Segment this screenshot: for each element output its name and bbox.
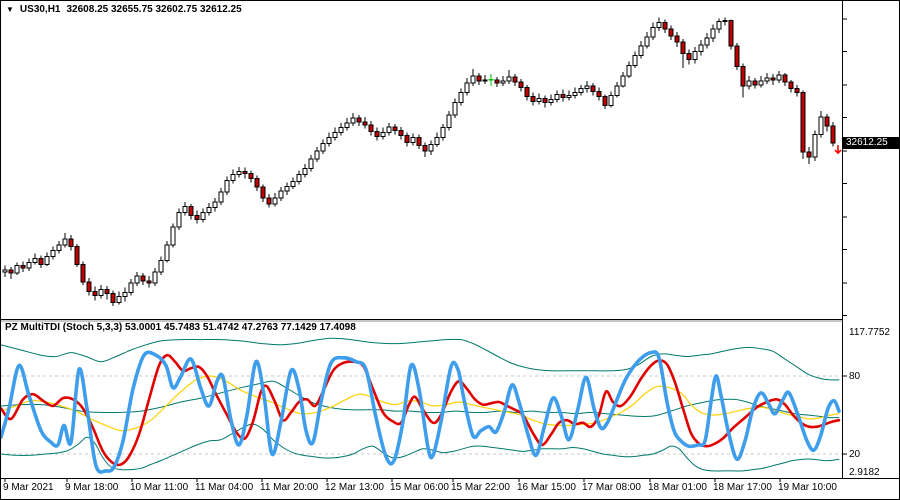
oscillator-line-fast-blue (1, 350, 841, 474)
oscillator-axis-label: 117.7752 (849, 326, 890, 338)
time-axis[interactable]: 9 Mar 2021 9 Mar 18:00 10 Mar 11:00 11 Mar … (1, 479, 899, 499)
time-axis-label: 10 Mar 11:00 (130, 482, 189, 493)
time-axis-label: 9 Mar 18:00 (65, 482, 119, 493)
time-axis-label: 16 Mar 15:00 (517, 482, 576, 493)
sell-arrow-icon (834, 145, 842, 155)
time-axis-label: 15 Mar 06:00 (390, 482, 449, 493)
indicator-values: 53.0001 45.7483 51.4742 47.2763 77.1429 … (125, 322, 356, 333)
time-axis-label: 12 Mar 13:00 (325, 482, 384, 493)
oscillator-axis[interactable]: 117.7752 80 20 2.9182 (843, 321, 899, 478)
time-axis-label: 17 Mar 08:00 (582, 482, 641, 493)
time-axis-label: 18 Mar 17:00 (713, 482, 772, 493)
time-axis-label: 18 Mar 01:00 (648, 482, 707, 493)
indicator-name: PZ MultiTDI (Stoch 5,3,3) (5, 322, 123, 333)
candles-layer (2, 17, 836, 307)
oscillator-layer (1, 337, 842, 474)
time-axis-label: 11 Mar 04:00 (195, 482, 254, 493)
time-axis-label: 15 Mar 22:00 (451, 482, 510, 493)
time-axis-label: 9 Mar 2021 (3, 482, 54, 493)
oscillator-line-mid-line (1, 380, 840, 419)
indicator-header: PZ MultiTDI (Stoch 5,3,3) 53.0001 45.748… (5, 322, 356, 333)
time-axis-label: 19 Mar 10:00 (778, 482, 837, 493)
oscillator-axis-label: 80 (849, 370, 861, 382)
oscillator-line-signal-red (1, 353, 841, 467)
ohlc-readout: 32608.25 32655.75 32602.75 32612.25 (66, 4, 242, 15)
oscillator-line-upper-band (1, 337, 840, 381)
time-axis-label: 11 Mar 20:00 (260, 482, 319, 493)
symbol-period-label: US30,H1 (19, 4, 61, 15)
chart-title-bar: ▼ US30,H1 32608.25 32655.75 32602.75 326… (6, 4, 242, 15)
oscillator-line-yellow-ma (1, 375, 840, 432)
current-price-badge: 32612.25 (843, 136, 899, 149)
oscillator-line-lower-band (1, 423, 840, 472)
symbol-dropdown-icon[interactable]: ▼ (6, 4, 14, 14)
oscillator-axis-label: 20 (849, 448, 861, 460)
oscillator-axis-label: 2.9182 (849, 466, 880, 478)
